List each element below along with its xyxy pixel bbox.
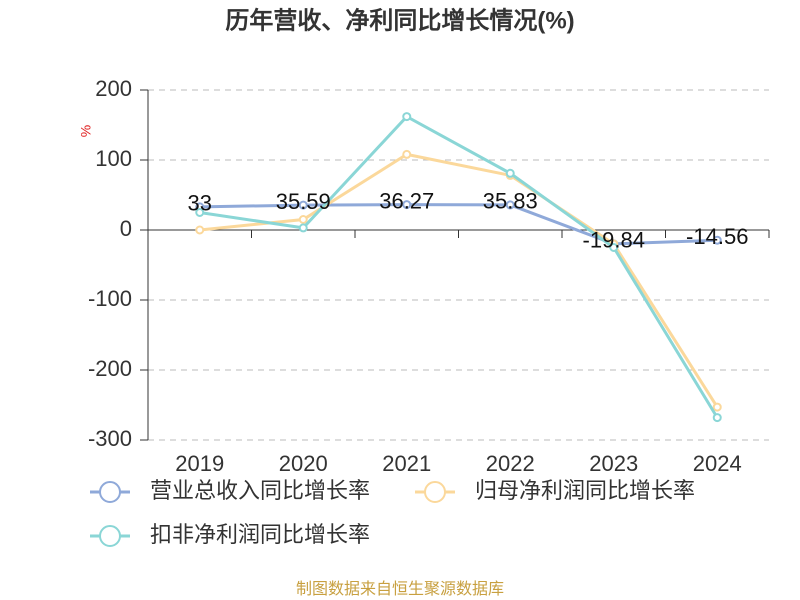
- data-point: [402, 200, 412, 210]
- data-point: [712, 413, 722, 423]
- data-label: -19.84: [583, 228, 645, 253]
- data-point: [505, 200, 515, 210]
- legend-marker: [99, 481, 121, 503]
- y-tick-label: 0: [120, 216, 132, 241]
- data-point: [402, 112, 412, 122]
- y-tick-label: -300: [88, 426, 132, 451]
- x-tick-label: 2021: [382, 451, 431, 476]
- data-point: [609, 243, 619, 252]
- data-point: [195, 225, 205, 235]
- data-point: [712, 235, 722, 245]
- x-tick-label: 2024: [693, 451, 742, 476]
- data-point: [402, 149, 412, 159]
- source-note: 制图数据来自恒生聚源数据库: [296, 580, 504, 598]
- y-tick-label: -100: [88, 286, 132, 311]
- data-point: [298, 200, 308, 210]
- data-point: [298, 223, 308, 233]
- legend-label: 营业总收入同比增长率: [150, 478, 370, 503]
- chart-title: 历年营收、净利同比增长情况(%): [225, 6, 574, 34]
- data-label: 35.83: [483, 189, 538, 214]
- x-tick-label: 2023: [589, 451, 638, 476]
- data-label: -14.56: [686, 224, 748, 249]
- series-line: [199, 203, 718, 246]
- legend-label: 归母净利润同比增长率: [475, 478, 695, 503]
- y-axis-label: %: [78, 125, 94, 137]
- legend-marker: [424, 481, 446, 503]
- y-tick-label: 200: [95, 76, 132, 101]
- data-label: 33: [188, 191, 212, 216]
- data-label: 36.27: [379, 188, 434, 213]
- data-point: [505, 168, 515, 178]
- data-point: [298, 215, 308, 224]
- legend-label: 扣非净利润同比增长率: [150, 522, 370, 547]
- x-tick-label: 2019: [175, 451, 224, 476]
- x-tick-label: 2022: [486, 451, 535, 476]
- series-line: [199, 114, 719, 419]
- data-point: [195, 208, 205, 217]
- x-tick-label: 2020: [279, 451, 328, 476]
- series-line: [199, 152, 719, 408]
- data-label: 35.59: [276, 189, 331, 214]
- legend-marker: [99, 525, 121, 547]
- data-point: [712, 402, 722, 412]
- y-tick-label: -200: [88, 356, 132, 381]
- y-tick-label: 100: [95, 146, 132, 171]
